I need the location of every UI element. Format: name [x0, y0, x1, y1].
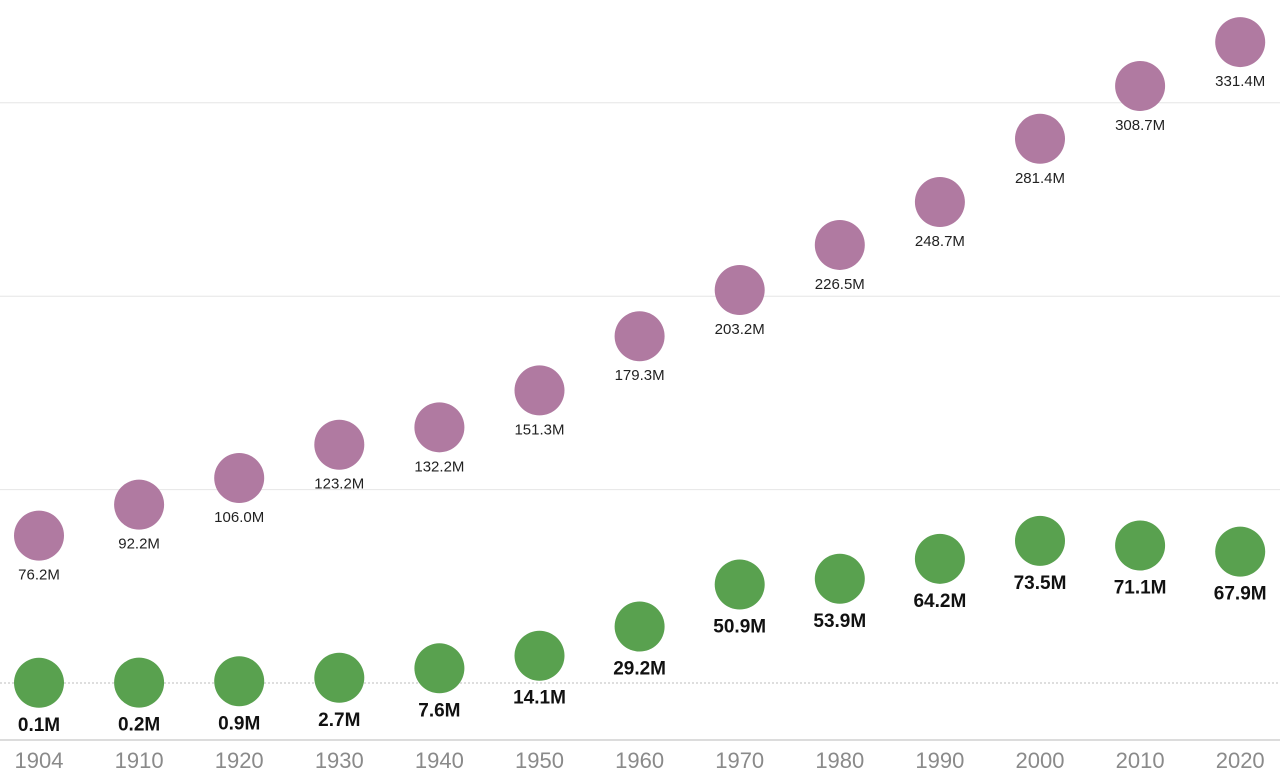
- data-label-purple: 132.2M: [414, 458, 464, 475]
- x-tick-label: 2000: [1016, 748, 1065, 773]
- gridlines: [0, 102, 1280, 684]
- data-label-green: 64.2M: [913, 591, 966, 612]
- point-green: [1115, 520, 1166, 571]
- data-label-purple: 248.7M: [915, 233, 965, 250]
- point-green: [1015, 515, 1065, 566]
- data-label-purple: 281.4M: [1015, 170, 1065, 187]
- data-label-green: 29.2M: [613, 659, 666, 680]
- x-tick-label: 1960: [615, 748, 664, 773]
- point-purple: [814, 219, 865, 270]
- point-purple: [514, 365, 565, 416]
- data-label-purple: 123.2M: [314, 476, 364, 493]
- point-purple: [914, 177, 965, 228]
- point-green: [114, 657, 165, 708]
- data-labels: 76.2M 92.2M 106.0M 123.2M 132.2M 151.3M 179.3M…: [18, 73, 1267, 736]
- point-green: [214, 656, 265, 707]
- x-tick-label: 1930: [315, 748, 364, 773]
- data-label-green: 0.2M: [118, 715, 160, 736]
- point-green: [1215, 526, 1266, 577]
- data-label-green: 7.6M: [418, 700, 460, 721]
- data-label-green: 67.9M: [1214, 584, 1267, 605]
- data-label-green: 0.1M: [18, 715, 60, 736]
- point-green: [314, 652, 365, 703]
- x-tick-label: 1990: [915, 748, 964, 773]
- point-purple: [14, 510, 64, 561]
- data-label-green: 0.9M: [218, 713, 260, 734]
- x-tick-label: 1904: [15, 748, 64, 773]
- data-label-purple: 308.7M: [1115, 117, 1165, 134]
- x-tick-label: 1920: [215, 748, 264, 773]
- data-label-purple: 92.2M: [118, 536, 160, 553]
- point-green: [814, 553, 865, 604]
- data-label-green: 71.1M: [1114, 577, 1167, 598]
- x-tick-label: 1910: [115, 748, 164, 773]
- point-purple: [314, 419, 365, 470]
- x-tick-label: 2010: [1116, 748, 1165, 773]
- data-label-green: 14.1M: [513, 688, 566, 709]
- x-tick-label: 1980: [815, 748, 864, 773]
- point-purple: [414, 402, 465, 453]
- data-label-purple: 226.5M: [815, 276, 865, 293]
- point-green: [614, 601, 665, 652]
- x-tick-label: 1970: [715, 748, 764, 773]
- point-green: [14, 657, 64, 708]
- point-purple: [714, 265, 765, 316]
- point-green: [714, 559, 765, 610]
- data-label-purple: 106.0M: [214, 509, 264, 526]
- point-green: [414, 643, 465, 694]
- data-label-purple: 179.3M: [615, 367, 665, 384]
- data-points: [14, 17, 1266, 708]
- data-label-green: 53.9M: [813, 611, 866, 632]
- data-label-purple: 203.2M: [715, 321, 765, 338]
- data-label-green: 73.5M: [1014, 573, 1067, 594]
- x-tick-label: 1940: [415, 748, 464, 773]
- point-purple: [1115, 60, 1166, 111]
- point-purple: [214, 452, 265, 503]
- x-axis: 1904 1910 1920 1930 1940 1950 1960 1970 1980 1990…: [0, 739, 1280, 773]
- point-purple: [114, 479, 165, 530]
- point-purple: [614, 311, 665, 362]
- data-label-green: 50.9M: [713, 617, 766, 638]
- x-tick-label: 1950: [515, 748, 564, 773]
- data-label-purple: 76.2M: [18, 567, 60, 584]
- point-purple: [1215, 17, 1266, 68]
- data-label-green: 2.7M: [318, 710, 360, 731]
- data-label-purple: 151.3M: [514, 421, 564, 438]
- point-green: [914, 533, 965, 584]
- point-green: [514, 630, 565, 681]
- data-label-purple: 331.4M: [1215, 73, 1265, 90]
- x-tick-label: 2020: [1216, 748, 1265, 773]
- point-purple: [1015, 113, 1065, 164]
